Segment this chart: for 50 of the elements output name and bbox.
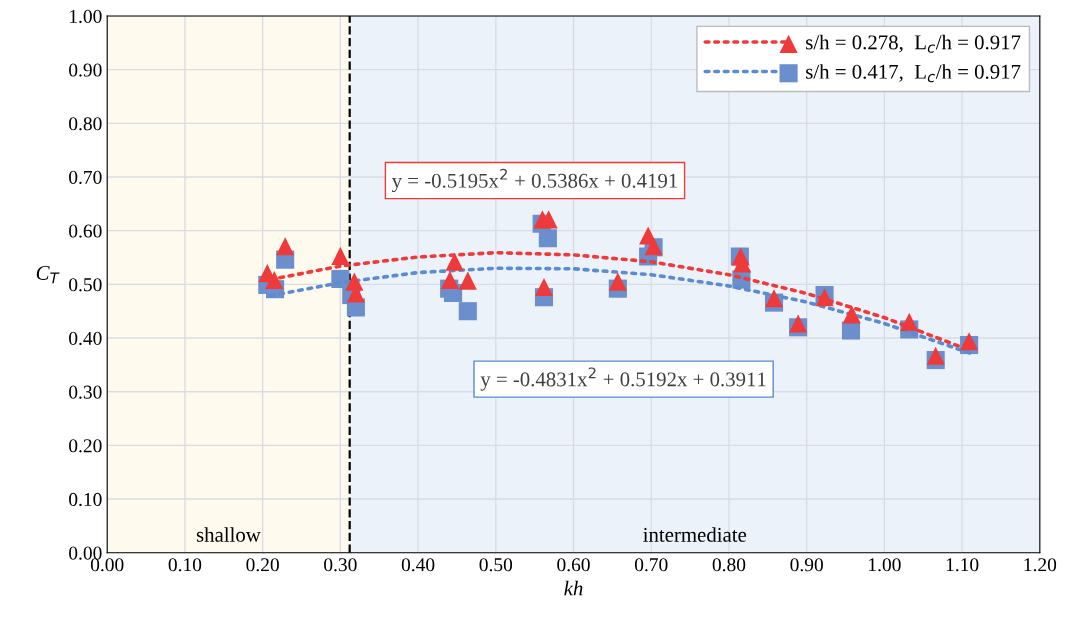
point	[458, 302, 477, 321]
point	[440, 271, 459, 290]
y-tick-label: 0.30	[69, 385, 102, 399]
x-tick-label: 0.40	[401, 558, 435, 572]
x-tick-label: 0.80	[712, 558, 746, 572]
annotation: y = -0.4831x$^{2}$ + 0.5192x + 0.3911	[480, 367, 766, 391]
y-tick-label: 0.80	[69, 117, 102, 131]
point	[608, 272, 627, 291]
point	[538, 229, 557, 248]
y-tick-label: 0.00	[69, 546, 102, 560]
y-tick-label: 0.60	[69, 224, 102, 238]
point	[445, 252, 464, 271]
x-tick-label: 0.60	[557, 558, 590, 572]
band-label: intermediate	[643, 527, 747, 542]
legend-label: s/h = 0.278, L$_{c}$/h = 0.917	[806, 34, 1021, 53]
y-axis-title: C$_{T}$	[36, 265, 60, 284]
point	[960, 332, 979, 351]
x-tick-label: 0.10	[168, 558, 202, 572]
y-tick-label: 0.50	[69, 278, 102, 292]
point	[842, 305, 861, 324]
x-tick-label: 0.70	[634, 558, 668, 572]
y-tick-label: 0.90	[69, 63, 102, 77]
point	[926, 346, 945, 365]
y-tick-label: 0.70	[69, 170, 102, 185]
point	[276, 237, 295, 256]
point	[789, 314, 808, 333]
point	[331, 246, 350, 265]
point	[534, 277, 554, 297]
point	[539, 210, 558, 229]
point	[458, 271, 477, 290]
point	[841, 321, 861, 340]
band-label: shallow	[196, 527, 261, 542]
x-tick-label: 0.50	[479, 558, 513, 572]
x-tick-label: 0.30	[324, 558, 357, 572]
legend-label: s/h = 0.417, L$_{c}$/h = 0.917	[806, 64, 1021, 83]
x-tick-label: 0.20	[246, 558, 279, 572]
y-tick-label: 0.10	[69, 492, 102, 507]
x-axis-title: kh	[564, 580, 583, 596]
y-tick-label: 0.20	[69, 439, 102, 453]
x-tick-label: 1.00	[869, 558, 901, 572]
x-tick-label: 0.90	[790, 558, 823, 572]
point	[265, 271, 284, 290]
x-tick-label: 1.10	[946, 558, 979, 572]
point	[764, 289, 784, 308]
x-tick-label: 0.00	[90, 558, 124, 572]
y-tick-label: 1.00	[70, 9, 102, 23]
y-tick-label: 0.40	[69, 331, 102, 346]
annotation: y = -0.5195x$^{2}$ + 0.5386x + 0.4191	[391, 168, 678, 193]
x-tick-label: 1.20	[1024, 558, 1057, 572]
point	[900, 312, 919, 331]
